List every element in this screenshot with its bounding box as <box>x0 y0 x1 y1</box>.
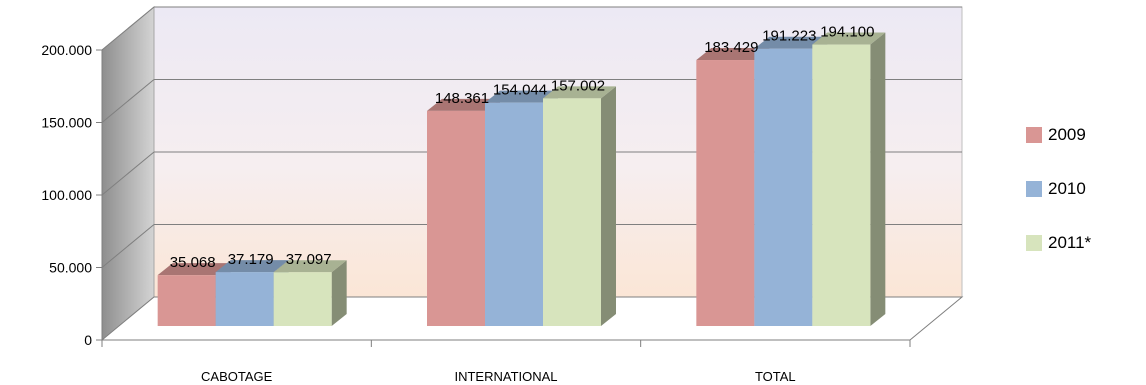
data-label: 191.223 <box>762 28 816 45</box>
y-tick-label: 200.000 <box>41 42 92 58</box>
bar <box>273 260 347 326</box>
gridline-side <box>101 79 155 123</box>
bar-top <box>427 98 500 111</box>
data-labels: 35.068 37.179 37.097 148.361 154.044 157.002 1… <box>170 24 875 272</box>
x-tick-label: INTERNATIONAL <box>454 369 557 384</box>
bar <box>543 86 616 326</box>
data-label: 37.097 <box>286 251 332 268</box>
data-label: 194.100 <box>820 24 874 41</box>
data-label: 35.068 <box>170 254 216 271</box>
bar-top <box>157 263 231 276</box>
y-tick-label: 50.000 <box>49 260 92 276</box>
bar-top <box>543 86 616 99</box>
bar-front <box>812 44 871 327</box>
bar-side <box>331 260 347 326</box>
bar-top <box>754 36 828 49</box>
legend-label-2009: 2009 <box>1048 125 1086 144</box>
y-tick-label: 0 <box>84 332 92 348</box>
bar-front <box>543 98 601 326</box>
bar <box>812 32 886 327</box>
bars <box>157 32 886 327</box>
bar-front <box>427 110 485 326</box>
bar-front <box>215 272 274 326</box>
bar-side <box>601 86 616 326</box>
bar-top <box>273 260 347 273</box>
bar-side <box>870 32 886 327</box>
legend-label-2011: 2011* <box>1048 233 1092 252</box>
bar-top <box>485 90 558 103</box>
data-label: 183.429 <box>704 39 758 56</box>
bar-top <box>812 32 886 45</box>
bar-front <box>485 102 543 326</box>
y-tick-label: 100.000 <box>41 187 92 203</box>
bar-front <box>157 275 216 326</box>
data-label: 157.002 <box>551 77 605 94</box>
x-tick-label: CABOTAGE <box>201 369 273 384</box>
legend-item-2009: 2009 <box>1026 117 1141 153</box>
bar-top <box>215 260 289 273</box>
gridline-side <box>101 151 155 196</box>
bar-front <box>754 48 813 326</box>
gridline-side <box>101 6 155 51</box>
legend-swatch-2010 <box>1026 181 1042 197</box>
bar-top <box>696 48 770 61</box>
x-tick-label: TOTAL <box>755 369 796 384</box>
legend-swatch-2009 <box>1026 127 1042 143</box>
data-label: 148.361 <box>435 90 489 107</box>
data-label: 154.044 <box>493 82 547 99</box>
legend-label-2010: 2010 <box>1048 179 1086 198</box>
bar-front <box>273 272 332 326</box>
data-label: 37.179 <box>228 251 274 268</box>
y-tick-label: 150.000 <box>41 115 92 131</box>
bar-front <box>696 60 755 326</box>
legend-item-2010: 2010 <box>1026 171 1141 207</box>
legend: 2009 2010 2011* <box>1026 117 1141 261</box>
legend-swatch-2011 <box>1026 235 1042 251</box>
axes: 0 50.000 100.000 150.000 200.000 CABOTAGE INTE… <box>41 42 911 384</box>
legend-item-2011: 2011* <box>1026 225 1141 261</box>
gridline-side <box>101 224 155 268</box>
